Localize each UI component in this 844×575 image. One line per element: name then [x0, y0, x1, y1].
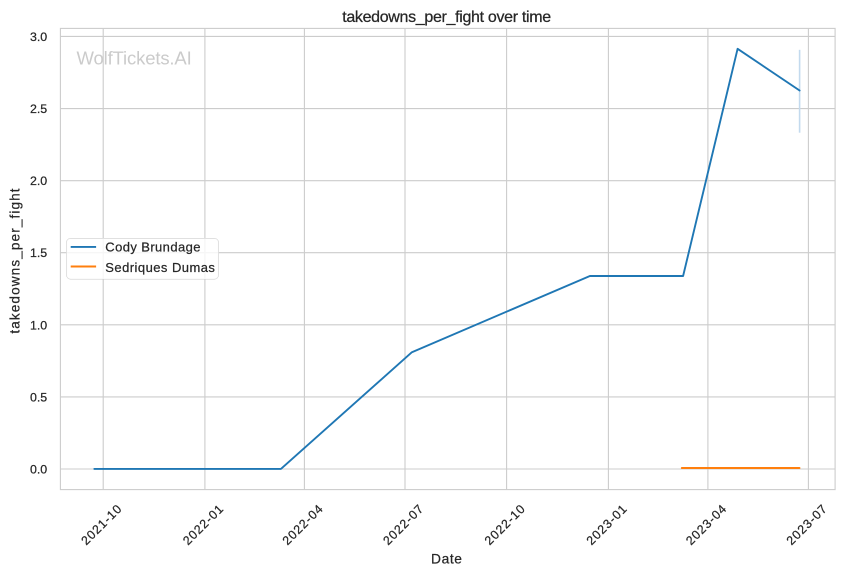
svg-text:2.0: 2.0: [30, 174, 47, 188]
svg-text:1.0: 1.0: [30, 318, 47, 332]
svg-text:Cody Brundage: Cody Brundage: [105, 239, 201, 254]
svg-text:Date: Date: [431, 551, 463, 566]
svg-text:2.5: 2.5: [30, 102, 47, 116]
svg-text:WolfTickets.AI: WolfTickets.AI: [77, 48, 192, 69]
svg-text:0.0: 0.0: [30, 463, 47, 477]
svg-text:Sedriques Dumas: Sedriques Dumas: [105, 260, 215, 275]
svg-text:3.0: 3.0: [30, 30, 47, 44]
svg-text:takedowns_per_fight over time: takedowns_per_fight over time: [342, 9, 551, 26]
svg-text:0.5: 0.5: [30, 390, 47, 404]
svg-text:1.5: 1.5: [30, 246, 47, 260]
svg-text:takedowns_per_fight: takedowns_per_fight: [8, 187, 23, 333]
